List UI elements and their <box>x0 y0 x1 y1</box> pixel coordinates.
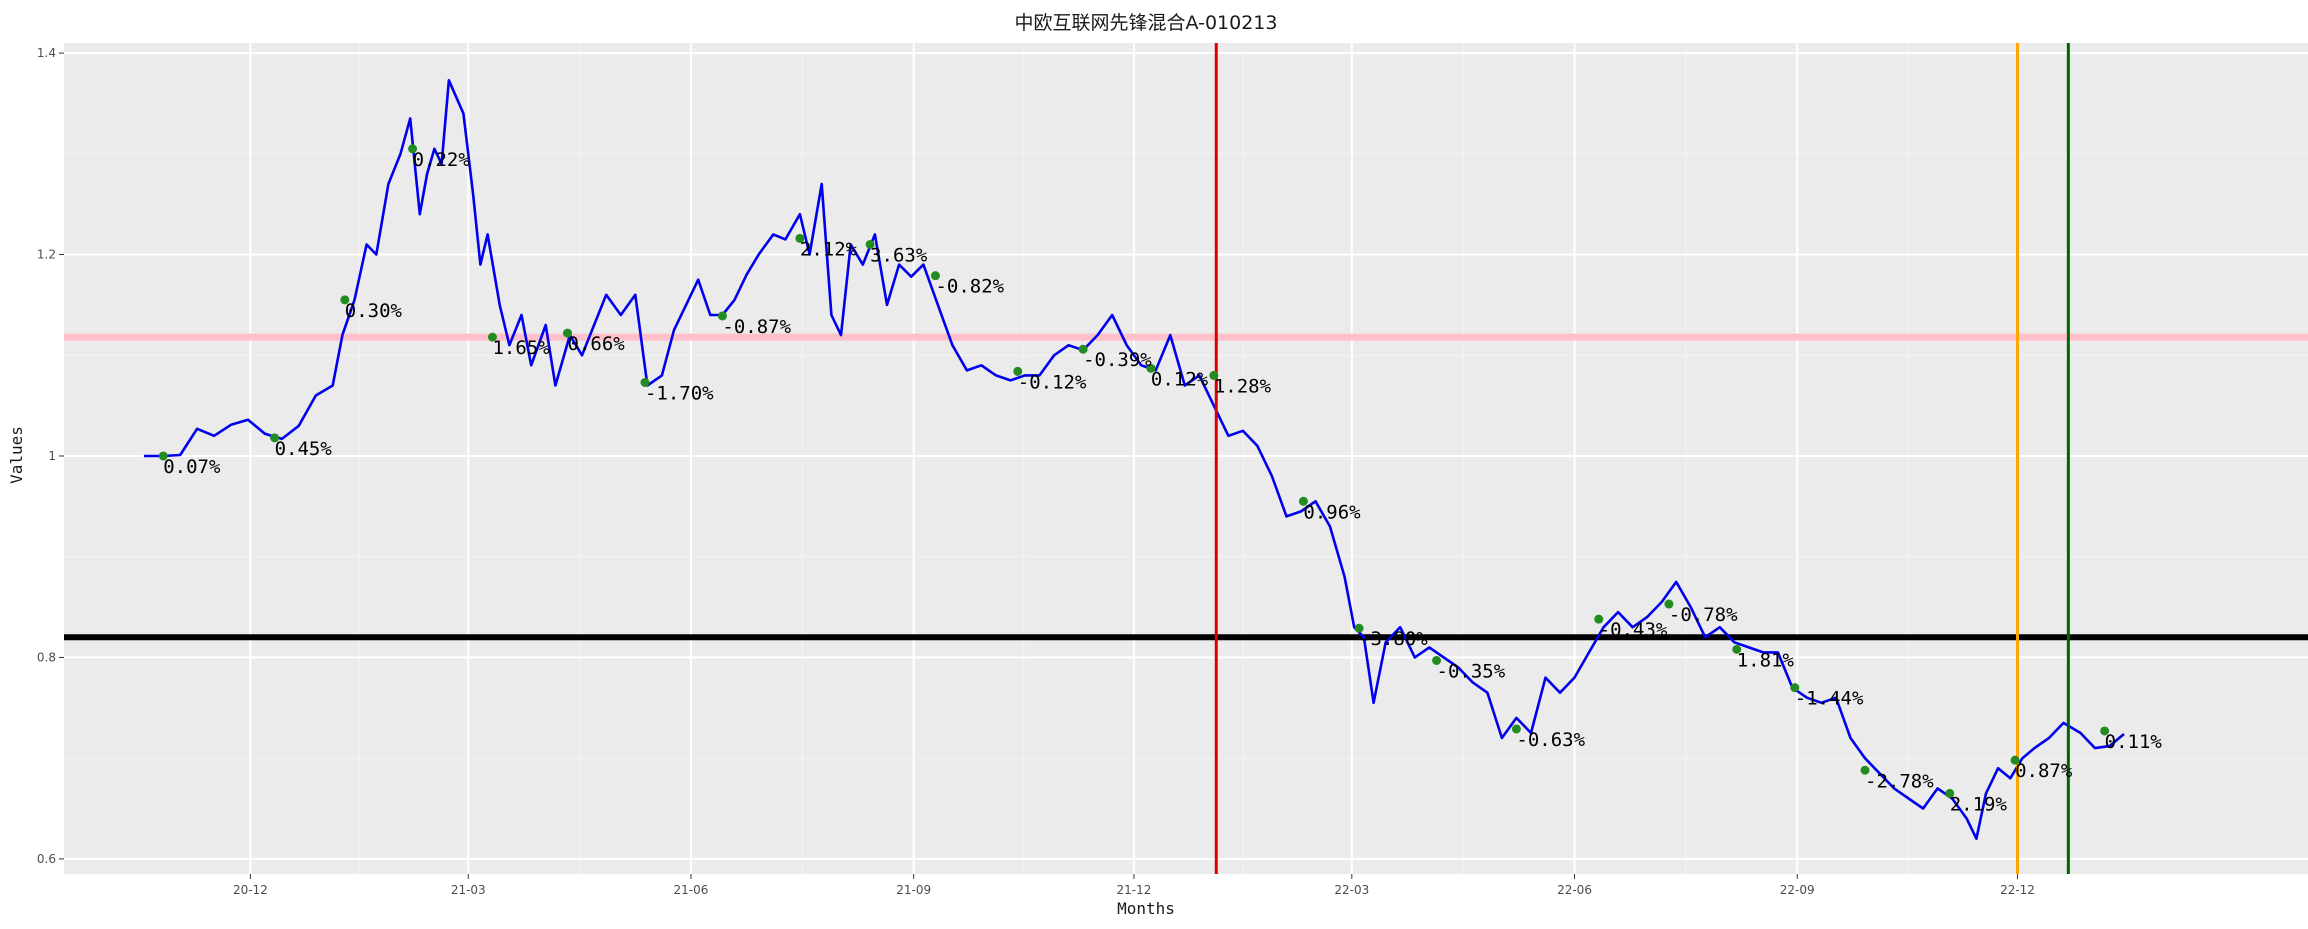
data-point-label: 0.11% <box>2105 731 2163 753</box>
y-tick-label: 0.8 <box>37 650 56 664</box>
data-point-marker <box>1732 644 1742 654</box>
data-point-marker <box>2010 755 2020 765</box>
data-point-marker <box>1146 363 1156 373</box>
x-tick-label: 22-03 <box>1334 883 1369 897</box>
data-point-marker <box>717 311 727 321</box>
data-point-label: -3.80% <box>1359 628 1428 650</box>
x-axis-title: Months <box>1117 899 1175 918</box>
data-point-marker <box>1790 683 1800 693</box>
data-point-label: 1.28% <box>1214 375 1272 397</box>
x-tick-label: 22-06 <box>1557 883 1592 897</box>
data-point-marker <box>1432 655 1442 665</box>
plot-panel <box>64 43 2308 874</box>
data-point-marker <box>1354 623 1364 633</box>
data-point-label: -1.70% <box>645 382 714 404</box>
data-point-label: 0.12% <box>1151 368 1209 390</box>
data-point-marker <box>270 433 280 443</box>
y-tick-label: 1 <box>48 449 56 463</box>
x-tick-label: 20-12 <box>233 883 268 897</box>
data-point-markers <box>158 144 2110 798</box>
data-point-marker <box>1209 370 1219 380</box>
data-point-label: 2.12% <box>800 238 858 260</box>
horizontal-reference-lines <box>64 333 2308 641</box>
data-point-marker <box>1298 496 1308 506</box>
x-tick-label: 21-12 <box>1117 883 1152 897</box>
data-point-marker <box>1013 366 1023 376</box>
x-axis-ticks: 20-12 21-03 21-06 21-09 21-12 22-03 22-06 22-09… <box>233 874 2035 897</box>
grid-lines <box>64 43 2308 874</box>
data-point-marker <box>1664 599 1674 609</box>
y-axis-title: Values <box>7 426 26 484</box>
data-point-label: -2.78% <box>1865 770 1934 792</box>
data-point-label: 2.19% <box>1950 793 2008 815</box>
data-point-label: 0.66% <box>568 333 626 355</box>
data-point-marker <box>1594 614 1604 624</box>
data-point-label: 0.45% <box>275 438 333 460</box>
data-point-label: -0.35% <box>1437 660 1506 682</box>
vertical-reference-lines <box>1214 43 2070 874</box>
data-point-label: -0.43% <box>1599 619 1668 641</box>
x-tick-label: 21-09 <box>896 883 931 897</box>
y-axis-ticks: 0.6 0.8 1 1.2 1.4 <box>37 46 64 866</box>
y-tick-label: 0.6 <box>37 852 56 866</box>
chart-title: 中欧互联网先锋混合A-010213 <box>1015 12 1278 34</box>
data-point-labels: 0.07% 0.45% 0.30% 0.22% 1.65% 0.66% -1.70% -0.8… <box>163 149 2162 816</box>
data-point-label: 1.81% <box>1737 649 1795 671</box>
data-point-label: 3.63% <box>870 244 928 266</box>
data-point-marker <box>408 144 418 154</box>
data-point-label: -0.87% <box>722 316 791 338</box>
data-point-label: -0.39% <box>1083 349 1152 371</box>
data-point-label: -0.63% <box>1516 729 1585 751</box>
data-point-label: -0.12% <box>1018 371 1087 393</box>
data-point-marker <box>795 233 805 243</box>
data-point-marker <box>2100 726 2110 736</box>
data-point-label: -0.78% <box>1669 604 1738 626</box>
data-point-marker <box>930 271 940 281</box>
data-point-label: 1.65% <box>492 337 550 359</box>
data-point-label: 0.07% <box>163 456 221 478</box>
data-point-marker <box>1078 344 1088 354</box>
x-tick-label: 21-06 <box>674 883 709 897</box>
x-tick-label: 21-03 <box>451 883 486 897</box>
x-tick-label: 22-09 <box>1780 883 1815 897</box>
data-point-marker <box>158 451 168 461</box>
data-point-marker <box>487 332 497 342</box>
y-tick-label: 1.4 <box>37 46 56 60</box>
data-point-marker <box>640 377 650 387</box>
data-point-marker <box>563 328 573 338</box>
data-point-marker <box>865 239 875 249</box>
x-tick-label: 22-12 <box>2000 883 2035 897</box>
data-point-label: 0.22% <box>413 149 471 171</box>
y-tick-label: 1.2 <box>37 248 56 262</box>
data-point-label: 0.30% <box>345 300 403 322</box>
data-point-label: -1.44% <box>1795 688 1864 710</box>
data-point-label: -0.82% <box>935 276 1004 298</box>
data-point-marker <box>1945 788 1955 798</box>
data-point-marker <box>340 295 350 305</box>
data-point-label: 0.96% <box>1303 501 1361 523</box>
data-point-label: 0.87% <box>2015 760 2073 782</box>
data-point-marker <box>1511 724 1521 734</box>
data-point-marker <box>1860 765 1870 775</box>
